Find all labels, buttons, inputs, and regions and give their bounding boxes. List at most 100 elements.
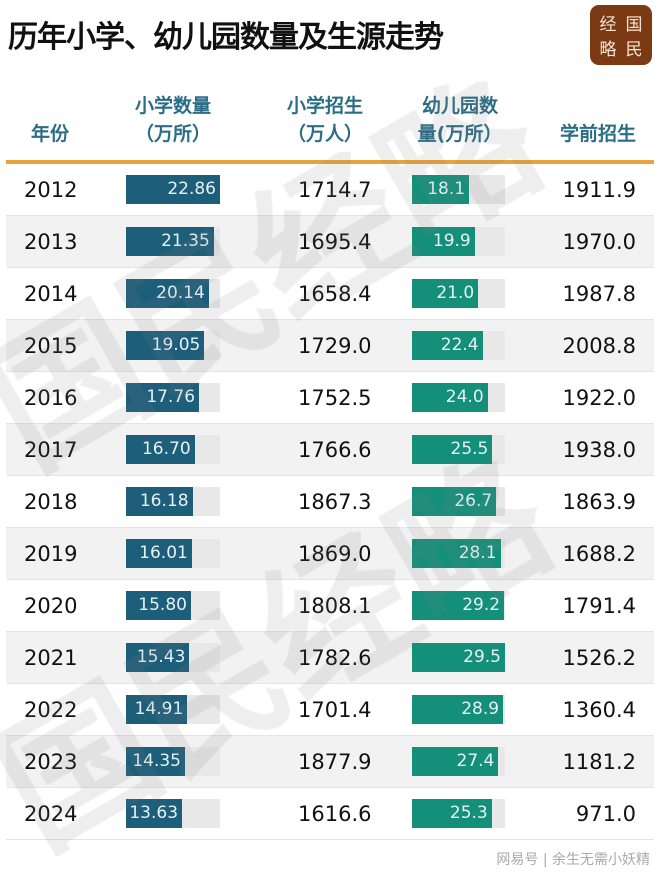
year-cell: 2020 (24, 594, 78, 618)
schools-bar: 21.35 (126, 227, 214, 256)
schools-bar: 22.86 (126, 175, 220, 204)
kindergartens-track: 28.1 (412, 539, 505, 568)
schools-bar: 13.63 (126, 799, 183, 828)
schools-track: 15.80 (126, 591, 220, 620)
year-cell: 2013 (24, 230, 78, 254)
year-cell: 2015 (24, 334, 78, 358)
header-year: 年份 (30, 123, 69, 145)
header-schools: 小学数量 （万所） (134, 95, 211, 145)
kindergartens-bar: 22.4 (412, 331, 483, 360)
kindergartens-track: 28.9 (412, 695, 505, 724)
schools-track: 14.91 (126, 695, 220, 724)
schools-track: 22.86 (126, 175, 220, 204)
preschool-enroll-cell: 1791.4 (562, 594, 636, 618)
table-row: 2017 16.70 1766.6 25.5 1938.0 (6, 424, 654, 476)
table-row: 2014 20.14 1658.4 21.0 1987.8 (6, 268, 654, 320)
kindergartens-track: 19.9 (412, 227, 505, 256)
table-row: 2019 16.01 1869.0 28.1 1688.2 (6, 528, 654, 580)
schools-bar: 15.80 (126, 591, 191, 620)
kindergartens-bar: 29.2 (412, 591, 505, 620)
preschool-enroll-cell: 1970.0 (562, 230, 636, 254)
kindergartens-track: 25.5 (412, 435, 505, 464)
preschool-enroll-cell: 971.0 (575, 802, 636, 826)
table-row: 2023 14.35 1877.9 27.4 1181.2 (6, 736, 654, 788)
primary-enroll-cell: 1701.4 (298, 698, 372, 722)
schools-bar: 15.43 (126, 643, 190, 672)
header-primary-enroll: 小学招生 （万人） (286, 95, 363, 145)
table-row: 2015 19.05 1729.0 22.4 2008.8 (6, 320, 654, 372)
kindergartens-bar: 28.1 (412, 539, 501, 568)
logo-char: 民 (625, 40, 643, 60)
kindergartens-track: 22.4 (412, 331, 505, 360)
preschool-enroll-cell: 1181.2 (562, 750, 636, 774)
kindergartens-bar: 18.1 (412, 175, 470, 204)
schools-track: 21.35 (126, 227, 220, 256)
kindergartens-track: 21.0 (412, 279, 505, 308)
preschool-enroll-cell: 1360.4 (562, 698, 636, 722)
logo-char: 经 (599, 15, 617, 35)
year-cell: 2012 (24, 178, 78, 202)
primary-enroll-cell: 1877.9 (298, 750, 372, 774)
kindergartens-track: 26.7 (412, 487, 505, 516)
year-cell: 2022 (24, 698, 78, 722)
schools-track: 16.18 (126, 487, 220, 516)
schools-bar: 14.91 (126, 695, 188, 724)
preschool-enroll-cell: 1922.0 (562, 386, 636, 410)
preschool-enroll-cell: 1987.8 (562, 282, 636, 306)
primary-enroll-cell: 1808.1 (298, 594, 372, 618)
schools-track: 19.05 (126, 331, 220, 360)
preschool-enroll-cell: 1526.2 (562, 646, 636, 670)
kindergartens-track: 29.2 (412, 591, 505, 620)
primary-enroll-cell: 1695.4 (298, 230, 372, 254)
year-cell: 2016 (24, 386, 78, 410)
table-row: 2020 15.80 1808.1 29.2 1791.4 (6, 580, 654, 632)
schools-track: 20.14 (126, 279, 220, 308)
primary-enroll-cell: 1782.6 (298, 646, 372, 670)
preschool-enroll-cell: 1938.0 (562, 438, 636, 462)
year-cell: 2024 (24, 802, 78, 826)
logo-char: 略 (599, 40, 617, 60)
year-cell: 2018 (24, 490, 78, 514)
kindergartens-track: 25.3 (412, 799, 505, 828)
schools-track: 15.43 (126, 643, 220, 672)
year-cell: 2014 (24, 282, 78, 306)
primary-enroll-cell: 1714.7 (298, 178, 372, 202)
kindergartens-track: 27.4 (412, 747, 505, 776)
primary-enroll-cell: 1867.3 (298, 490, 372, 514)
preschool-enroll-cell: 2008.8 (562, 334, 636, 358)
kindergartens-bar: 28.9 (412, 695, 504, 724)
primary-enroll-cell: 1658.4 (298, 282, 372, 306)
table-row: 2018 16.18 1867.3 26.7 1863.9 (6, 476, 654, 528)
kindergartens-bar: 19.9 (412, 227, 475, 256)
table-row: 2021 15.43 1782.6 29.5 1526.2 (6, 632, 654, 684)
schools-track: 13.63 (126, 799, 220, 828)
kindergartens-bar: 21.0 (412, 279, 479, 308)
kindergartens-bar: 29.5 (412, 643, 505, 672)
schools-bar: 16.18 (126, 487, 193, 516)
year-cell: 2021 (24, 646, 78, 670)
primary-enroll-cell: 1616.6 (298, 802, 372, 826)
table-row: 2024 13.63 1616.6 25.3 971.0 (6, 788, 654, 840)
schools-bar: 16.01 (126, 539, 192, 568)
year-cell: 2017 (24, 438, 78, 462)
schools-bar: 20.14 (126, 279, 209, 308)
header-preschool-enroll: 学前招生 (559, 123, 636, 145)
kindergartens-track: 29.5 (412, 643, 505, 672)
schools-track: 17.76 (126, 383, 220, 412)
preschool-enroll-cell: 1688.2 (562, 542, 636, 566)
page-title: 历年小学、幼儿园数量及生源走势 (8, 20, 444, 55)
primary-enroll-cell: 1729.0 (298, 334, 372, 358)
schools-track: 14.35 (126, 747, 220, 776)
kindergartens-track: 24.0 (412, 383, 505, 412)
preschool-enroll-cell: 1863.9 (562, 490, 636, 514)
kindergartens-bar: 25.5 (412, 435, 493, 464)
logo: 经 国 略 民 (590, 5, 652, 65)
schools-bar: 17.76 (126, 383, 200, 412)
year-cell: 2019 (24, 542, 78, 566)
table-row: 2013 21.35 1695.4 19.9 1970.0 (6, 216, 654, 268)
table-row: 2022 14.91 1701.4 28.9 1360.4 (6, 684, 654, 736)
year-cell: 2023 (24, 750, 78, 774)
primary-enroll-cell: 1869.0 (298, 542, 372, 566)
schools-bar: 14.35 (126, 747, 185, 776)
logo-char: 国 (625, 15, 643, 35)
